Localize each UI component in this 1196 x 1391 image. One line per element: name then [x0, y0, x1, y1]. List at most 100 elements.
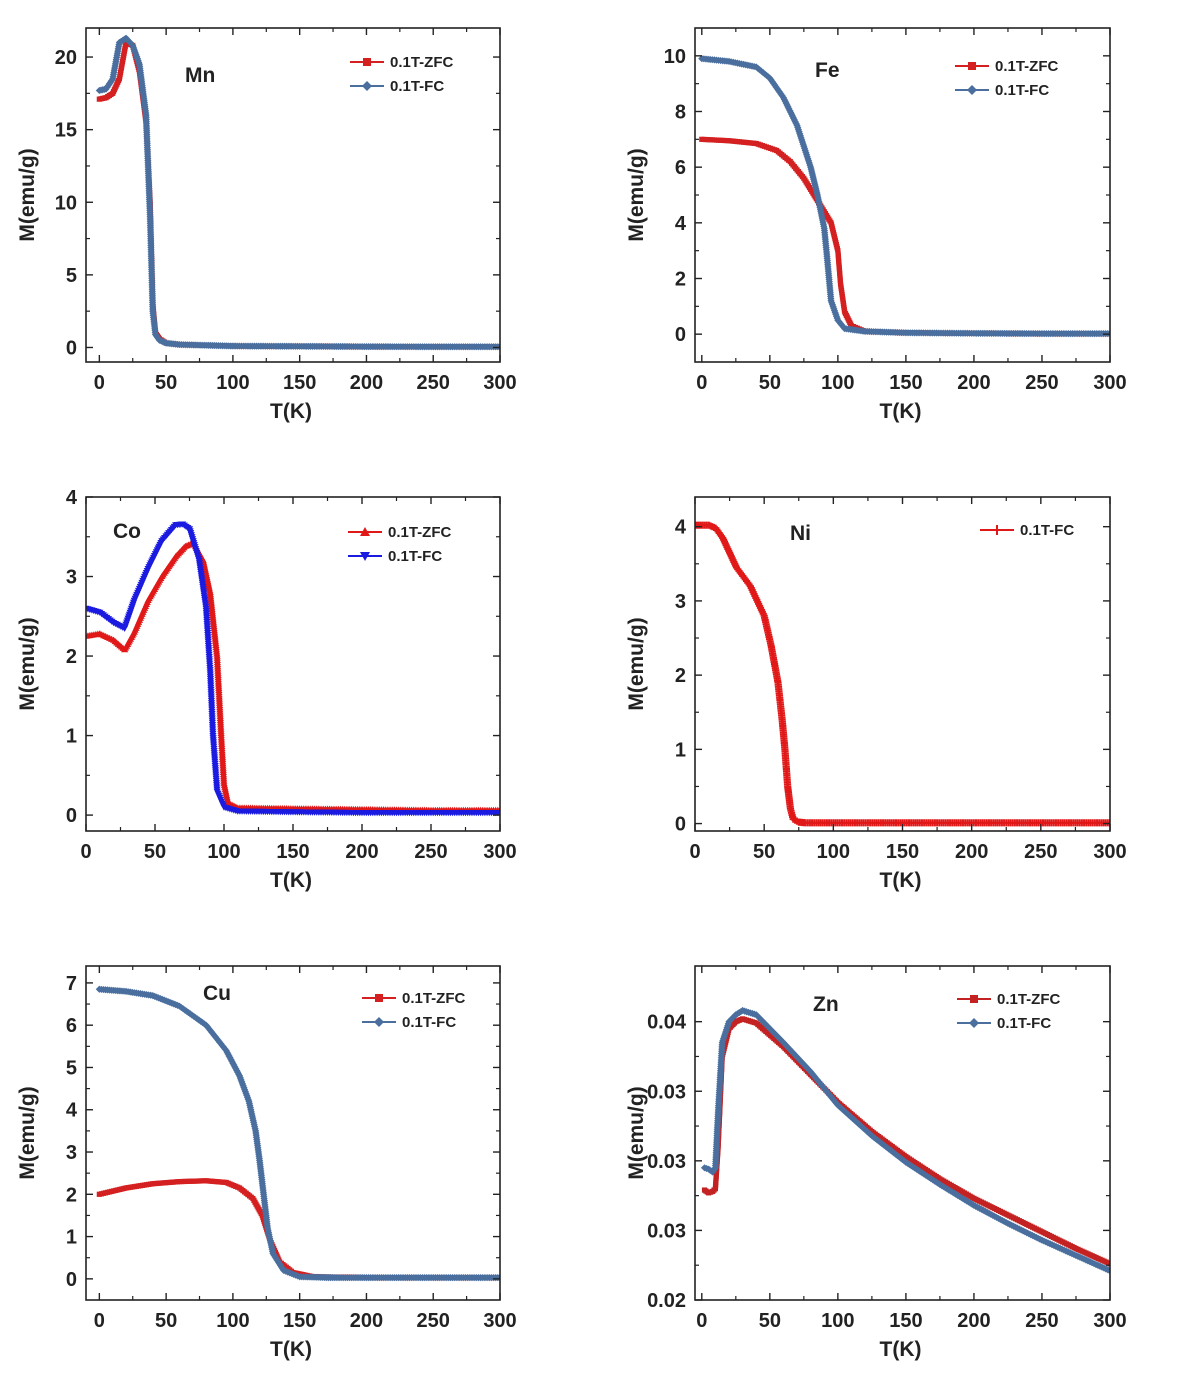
plot-frame — [85, 965, 501, 1301]
plot-frame — [85, 27, 501, 363]
y-tick-label: 3 — [66, 567, 77, 589]
data-point — [1107, 1261, 1110, 1267]
x-tick-label: 200 — [350, 372, 383, 394]
panel-zn: 0 50 100 150 200 250 300 0.02 0.03 0.03 0.03 0.04 T(… — [625, 965, 1127, 1361]
x-tick-label: 300 — [483, 372, 516, 394]
x-tick-label: 0 — [696, 1310, 707, 1332]
x-tick-label: 100 — [216, 372, 249, 394]
x-tick-label: 200 — [350, 1310, 383, 1332]
x-tick-label: 0 — [94, 372, 105, 394]
x-tick-label: 150 — [889, 372, 922, 394]
y-axis-title: M(emu/g) — [625, 617, 648, 710]
y-tick-label: 10 — [664, 46, 686, 68]
x-axis-title: T(K) — [880, 400, 922, 423]
legend-label: 0.1T-ZFC — [390, 54, 454, 71]
y-tick-label: 2 — [675, 665, 686, 687]
legend: 0.1T-ZFC 0.1T-FC — [350, 54, 454, 95]
y-tick-label: 0 — [66, 805, 77, 827]
x-tick-label: 300 — [1093, 1310, 1126, 1332]
legend: 0.1T-ZFC 0.1T-FC — [957, 991, 1061, 1032]
panel-label: Co — [113, 520, 141, 543]
panel-label: Cu — [203, 982, 231, 1005]
y-tick-label: 4 — [66, 487, 78, 509]
series-0-1t-fc — [695, 521, 1110, 827]
y-tick-label: 20 — [55, 47, 77, 69]
series-0-1t-fc — [698, 55, 1110, 338]
y-tick-label: 0 — [66, 1269, 77, 1291]
x-tick-label: 50 — [144, 841, 166, 863]
y-tick-label: 1 — [675, 739, 686, 761]
series-0-1t-fc — [95, 985, 500, 1282]
panel-fe: 0 50 100 150 200 250 300 0 2 4 6 8 10 T(K) M(emu/g) Fe 0… — [625, 27, 1127, 423]
panel-mn: 0 50 100 150 200 250 300 0 5 10 15 20 T(K) M(emu/g) Mn… — [16, 27, 517, 423]
y-axis-title: M(emu/g) — [625, 148, 648, 241]
panel-label: Fe — [815, 59, 840, 82]
y-tick-label: 2 — [66, 646, 77, 668]
x-tick-label: 50 — [759, 1310, 781, 1332]
y-tick-label: 6 — [66, 1015, 77, 1037]
y-tick-label: 4 — [66, 1100, 78, 1122]
y-tick-label: 6 — [675, 157, 686, 179]
series-0-1t-zfc — [699, 136, 1110, 337]
legend-marker — [992, 525, 1002, 535]
y-tick-label: 8 — [675, 102, 686, 124]
y-axis-title: M(emu/g) — [16, 148, 39, 241]
legend-label: 0.1T-FC — [390, 78, 444, 95]
data-point — [1106, 1267, 1110, 1275]
y-tick-label: 7 — [66, 973, 77, 995]
x-axis-title: T(K) — [880, 1338, 922, 1361]
x-tick-label: 100 — [207, 841, 240, 863]
legend: 0.1T-ZFC 0.1T-FC — [955, 58, 1059, 99]
series-0-1t-fc — [86, 521, 500, 817]
series-0-1t-fc — [700, 1006, 1110, 1275]
legend-label: 0.1T-ZFC — [402, 990, 466, 1007]
x-tick-label: 200 — [957, 1310, 990, 1332]
x-tick-label: 50 — [155, 1310, 177, 1332]
legend-label: 0.1T-FC — [388, 548, 442, 565]
legend-marker — [375, 994, 383, 1002]
x-tick-label: 300 — [483, 1310, 516, 1332]
series-0-1t-fc — [95, 34, 500, 351]
plot-frame — [694, 496, 1111, 832]
y-axis-title: M(emu/g) — [16, 617, 39, 710]
y-tick-label: 15 — [55, 120, 77, 142]
legend-label: 0.1T-FC — [1020, 522, 1074, 539]
legend: 0.1T-ZFC 0.1T-FC — [362, 990, 466, 1031]
x-tick-label: 150 — [276, 841, 309, 863]
x-tick-label: 250 — [414, 841, 447, 863]
series-0-1t-zfc — [86, 539, 500, 813]
y-axis-title: M(emu/g) — [16, 1086, 39, 1179]
y-tick-label: 0.03 — [647, 1081, 686, 1103]
x-tick-label: 250 — [417, 1310, 450, 1332]
x-tick-label: 100 — [817, 841, 850, 863]
legend-marker — [360, 552, 370, 561]
legend-marker — [363, 58, 371, 66]
x-tick-label: 300 — [1093, 841, 1126, 863]
plot-frame — [694, 27, 1111, 363]
legend-label: 0.1T-FC — [997, 1015, 1051, 1032]
y-tick-label: 2 — [66, 1184, 77, 1206]
panel-ni: 0 50 100 150 200 250 300 0 1 2 3 4 T(K) M(emu/g) Ni 0.1… — [625, 496, 1127, 892]
x-tick-label: 250 — [417, 372, 450, 394]
legend-marker — [374, 1017, 384, 1027]
x-tick-label: 300 — [483, 841, 516, 863]
x-tick-label: 200 — [957, 372, 990, 394]
x-axis-title: T(K) — [270, 1338, 312, 1361]
data-point — [496, 343, 500, 351]
x-tick-label: 100 — [821, 372, 854, 394]
x-axis-title: T(K) — [880, 869, 922, 892]
y-tick-label: 3 — [66, 1142, 77, 1164]
x-tick-label: 0 — [80, 841, 91, 863]
y-tick-label: 5 — [66, 1057, 77, 1079]
y-tick-label: 4 — [675, 213, 687, 235]
y-tick-label: 0.03 — [647, 1151, 686, 1173]
y-tick-label: 0 — [675, 324, 686, 346]
x-tick-label: 150 — [283, 1310, 316, 1332]
x-tick-label: 100 — [821, 1310, 854, 1332]
x-axis-title: T(K) — [270, 869, 312, 892]
legend-marker — [362, 81, 372, 91]
y-tick-label: 0.03 — [647, 1220, 686, 1242]
legend-label: 0.1T-ZFC — [388, 524, 452, 541]
x-axis-title: T(K) — [270, 400, 312, 423]
